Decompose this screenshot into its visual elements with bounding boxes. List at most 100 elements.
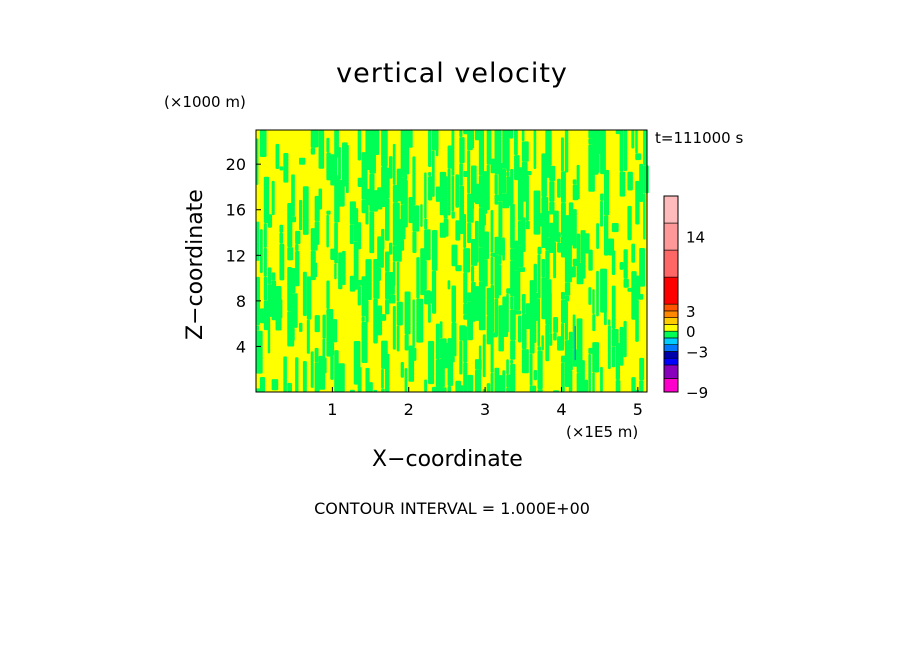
field-streak	[412, 205, 420, 232]
field-streak	[564, 130, 569, 173]
field-streak	[271, 272, 276, 281]
field-streak	[381, 130, 388, 167]
field-streak	[510, 260, 515, 297]
field-streak	[510, 359, 514, 365]
field-streak	[623, 320, 627, 358]
field-streak	[256, 221, 260, 261]
field-streak	[279, 299, 283, 319]
field-streak	[392, 245, 398, 262]
field-streak	[439, 387, 447, 392]
field-streak	[596, 223, 600, 249]
field-streak	[576, 318, 583, 366]
field-streak	[635, 153, 642, 161]
field-streak	[365, 367, 370, 392]
field-streak	[568, 266, 574, 278]
field-streak	[510, 364, 516, 392]
field-streak	[619, 171, 626, 197]
field-streak	[619, 326, 624, 366]
field-streak	[510, 248, 515, 261]
field-streak	[514, 130, 518, 156]
field-streak	[537, 389, 543, 392]
field-streak	[330, 355, 334, 380]
field-streak	[600, 200, 603, 227]
colorbar-segment	[663, 276, 679, 305]
field-streak	[334, 130, 339, 158]
field-streak	[385, 299, 390, 315]
field-streak	[588, 138, 593, 145]
field-streak	[283, 356, 287, 392]
field-streak	[396, 261, 400, 302]
field-streak	[314, 195, 320, 222]
field-streak	[525, 221, 530, 230]
colorbar-label: 0	[686, 323, 696, 341]
field-streak	[334, 222, 338, 264]
field-streak	[365, 205, 369, 225]
field-streak	[486, 164, 490, 211]
field-streak	[529, 385, 537, 392]
colorbar-segment	[663, 310, 679, 318]
field-streak	[545, 130, 551, 178]
field-streak	[560, 137, 564, 172]
field-streak	[572, 179, 577, 185]
field-streak	[361, 316, 365, 322]
time-label: t=111000 s	[655, 129, 744, 147]
field-streak	[314, 262, 318, 278]
field-streak	[267, 267, 272, 285]
field-streak	[494, 254, 499, 299]
field-streak	[271, 280, 277, 321]
field-streak	[521, 141, 529, 162]
field-streak	[588, 249, 593, 271]
field-streak	[385, 198, 390, 241]
field-streak	[557, 232, 561, 238]
colorbar-segment	[663, 324, 679, 332]
field-streak	[428, 176, 433, 201]
field-streak	[283, 152, 289, 183]
field-streak	[498, 375, 504, 392]
field-streak	[474, 286, 480, 317]
field-streak	[291, 293, 298, 328]
field-streak	[392, 143, 396, 185]
y-tick-label: 16	[226, 201, 246, 220]
field-streak	[447, 385, 452, 392]
field-streak	[451, 285, 456, 323]
field-streak	[533, 292, 538, 321]
field-streak	[381, 368, 384, 389]
colorbar-segment	[663, 249, 679, 278]
field-streak	[494, 367, 500, 392]
field-streak	[525, 171, 532, 176]
field-streak	[256, 138, 259, 185]
field-streak	[600, 130, 606, 175]
field-streak	[373, 298, 378, 344]
colorbar-segment	[663, 351, 679, 359]
field-streak	[549, 333, 553, 346]
field-streak	[381, 228, 385, 250]
field-streak	[639, 357, 645, 381]
field-streak	[635, 180, 640, 225]
field-streak	[342, 250, 346, 286]
field-streak	[560, 322, 565, 348]
field-streak	[443, 176, 448, 219]
field-streak	[338, 179, 345, 207]
field-streak	[459, 185, 464, 235]
field-streak	[459, 137, 465, 164]
field-streak	[623, 278, 629, 288]
field-streak	[631, 377, 636, 392]
field-streak	[545, 250, 550, 280]
field-streak	[463, 171, 469, 177]
field-streak	[471, 202, 475, 210]
colorbar-segment	[663, 330, 679, 339]
field-streak	[279, 166, 284, 171]
field-streak	[287, 247, 294, 261]
field-streak	[314, 221, 320, 245]
field-streak	[420, 204, 423, 227]
field-streak	[537, 350, 543, 390]
field-streak	[533, 370, 538, 381]
field-streak	[361, 321, 368, 363]
field-streak	[330, 319, 338, 343]
field-streak	[627, 205, 632, 241]
field-streak	[357, 177, 363, 187]
y-tick-label: 4	[236, 337, 246, 356]
field-streak	[506, 374, 512, 388]
field-streak	[498, 255, 502, 265]
field-streak	[619, 130, 624, 172]
